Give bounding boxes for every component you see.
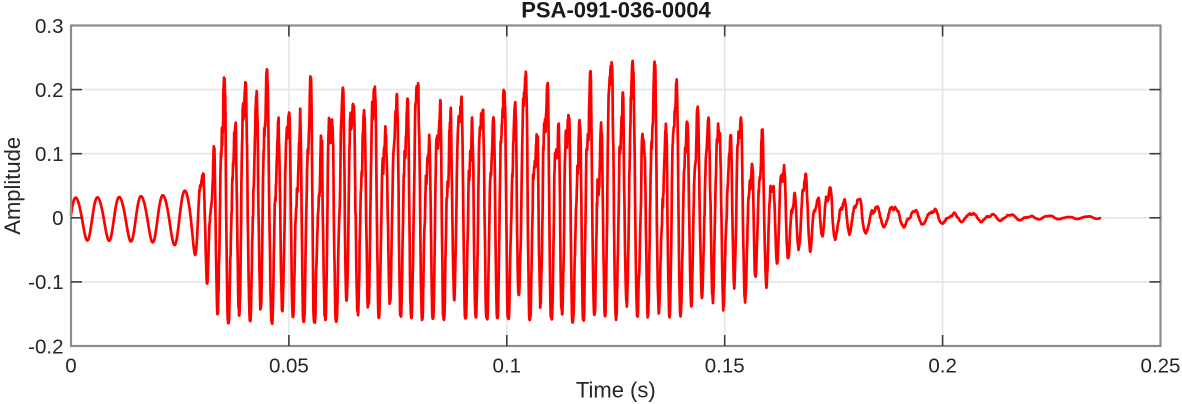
svg-text:Amplitude: Amplitude <box>0 137 25 235</box>
svg-text:0: 0 <box>52 207 63 230</box>
svg-text:PSA-091-036-0004: PSA-091-036-0004 <box>521 0 711 23</box>
svg-text:0.2: 0.2 <box>928 355 957 378</box>
svg-text:Time (s): Time (s) <box>576 377 656 402</box>
svg-text:0.05: 0.05 <box>269 355 309 378</box>
svg-text:0.1: 0.1 <box>35 143 64 166</box>
svg-text:0: 0 <box>65 355 76 378</box>
svg-text:0.1: 0.1 <box>493 355 522 378</box>
svg-text:0.25: 0.25 <box>1141 355 1181 378</box>
svg-text:-0.1: -0.1 <box>28 271 63 294</box>
svg-text:-0.2: -0.2 <box>28 335 63 358</box>
svg-text:0.2: 0.2 <box>35 79 64 102</box>
svg-text:0.3: 0.3 <box>35 15 64 38</box>
svg-text:0.15: 0.15 <box>705 355 745 378</box>
